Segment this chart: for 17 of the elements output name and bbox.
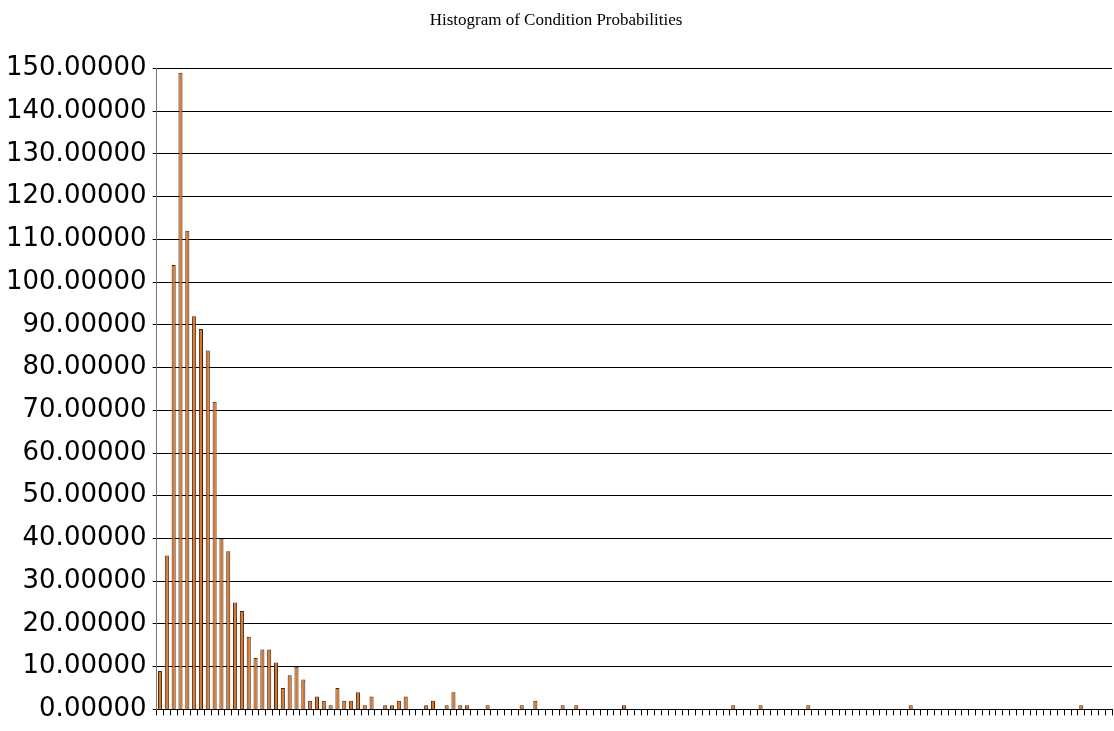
y-tick-label: 120.00000 [5, 179, 147, 210]
y-tick-label: 50.00000 [22, 478, 147, 509]
y-tick-label: 60.00000 [22, 435, 147, 466]
y-tick-label: 20.00000 [22, 606, 147, 637]
y-tick-label: 100.00000 [5, 264, 147, 295]
y-tick-label: 110.00000 [5, 222, 147, 253]
y-tick-label: 30.00000 [22, 563, 147, 594]
y-tick-label: 0.00000 [39, 692, 147, 723]
y-tick-label: 140.00000 [5, 93, 147, 124]
y-tick-label: 70.00000 [22, 393, 147, 424]
chart-title: Histogram of Condition Probabilities [429, 9, 683, 29]
y-tick-label: 90.00000 [22, 307, 147, 338]
y-tick-label: 80.00000 [22, 350, 147, 381]
y-tick-label: 40.00000 [22, 521, 147, 552]
y-tick-label: 150.00000 [5, 51, 147, 82]
y-tick-label: 130.00000 [5, 136, 147, 167]
y-tick-label: 10.00000 [22, 649, 147, 680]
